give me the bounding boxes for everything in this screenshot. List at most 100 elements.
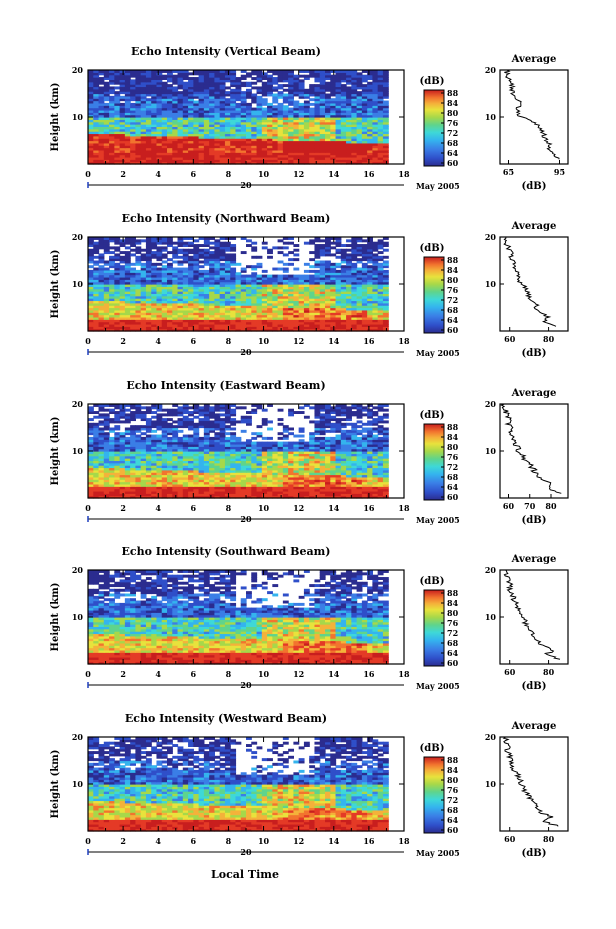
heatmap-cell <box>325 326 331 330</box>
heatmap-cell <box>314 293 321 297</box>
heatmap-cell <box>140 286 147 290</box>
heatmap-cell <box>309 114 316 118</box>
heatmap-cell <box>235 314 242 318</box>
heatmap-cell <box>98 495 105 499</box>
heatmap-cell <box>135 279 142 283</box>
heatmap-cell <box>303 488 310 492</box>
heatmap-cell <box>214 84 221 88</box>
heatmap-cell <box>303 328 310 332</box>
heatmap-cell <box>188 112 194 116</box>
heatmap-cell <box>335 288 342 292</box>
heatmap-cell <box>346 288 352 292</box>
heatmap-cell <box>372 156 379 160</box>
heatmap-cell <box>361 86 368 90</box>
heatmap-cell <box>209 288 215 292</box>
heatmap-cell <box>88 295 94 299</box>
heatmap-cell <box>267 481 273 485</box>
heatmap-cell <box>130 98 136 102</box>
heatmap-cell <box>361 152 368 156</box>
heatmap-cell <box>203 281 210 285</box>
heatmap-cell <box>219 305 226 309</box>
heatmap-cell <box>156 486 163 490</box>
heatmap-cell <box>135 258 142 262</box>
heatmap-cell <box>140 269 147 273</box>
heatmap-cell <box>267 274 273 278</box>
heatmap-cell <box>124 241 131 245</box>
heatmap-cell <box>325 319 331 323</box>
heatmap-cell <box>188 314 194 318</box>
heatmap-cell <box>114 272 121 276</box>
heatmap-cell <box>256 102 263 106</box>
heatmap-cell <box>261 142 268 146</box>
heatmap-cell <box>177 493 184 497</box>
heatmap-cell <box>382 140 389 144</box>
average-frame <box>499 236 569 332</box>
heatmap-cell <box>98 98 105 102</box>
heatmap-cell <box>298 91 305 95</box>
heatmap-cell <box>93 307 100 311</box>
heatmap-cell <box>188 79 194 83</box>
heatmap-cell <box>330 102 337 106</box>
heatmap-cell <box>340 140 347 144</box>
heatmap-cell <box>361 88 368 92</box>
heatmap-cell <box>361 100 368 104</box>
heatmap-cell <box>251 159 258 163</box>
heatmap-cell <box>219 495 226 499</box>
heatmap-cell <box>88 98 94 102</box>
heatmap-cell <box>288 147 294 151</box>
heatmap-cell <box>361 272 368 276</box>
heatmap-cell <box>372 479 379 483</box>
heatmap-cell <box>98 100 105 104</box>
heatmap-cell <box>230 479 237 483</box>
heatmap-cell <box>109 486 115 490</box>
heatmap-cell <box>145 98 152 102</box>
heatmap-cell <box>151 302 158 306</box>
heatmap-cell <box>251 70 258 73</box>
heatmap-cell <box>356 79 363 83</box>
heatmap-cell <box>314 102 321 106</box>
heatmap-cell <box>219 152 226 156</box>
heatmap-cell <box>98 479 105 483</box>
heatmap-cell <box>298 307 305 311</box>
heatmap-cell <box>240 291 247 294</box>
heatmap-cell <box>330 86 337 90</box>
heatmap-cell <box>351 255 358 259</box>
heatmap-cell <box>267 316 273 320</box>
heatmap-cell <box>182 255 189 259</box>
heatmap-cell <box>351 248 358 252</box>
heatmap-cell <box>346 307 352 311</box>
heatmap-cell <box>319 319 326 323</box>
heatmap-cell <box>298 321 305 325</box>
heatmap-cell <box>330 326 337 330</box>
heatmap-cell <box>188 126 194 130</box>
heatmap-cell <box>335 121 342 125</box>
heatmap-cell <box>219 138 226 142</box>
heatmap-cell <box>346 248 352 252</box>
heatmap-cell <box>224 74 231 78</box>
heatmap-cell <box>214 114 221 118</box>
heatmap-cell <box>151 279 158 283</box>
heatmap-cell <box>277 483 284 487</box>
heatmap-cell <box>261 86 268 90</box>
heatmap-cell <box>356 251 363 255</box>
heatmap-cell <box>193 138 200 142</box>
heatmap-cell <box>346 74 352 78</box>
heatmap-cell <box>251 319 258 323</box>
heatmap-cell <box>124 72 131 76</box>
heatmap-cell <box>293 276 300 280</box>
heatmap-cell <box>372 319 379 323</box>
heatmap-cell <box>209 253 215 257</box>
heatmap-cell <box>298 302 305 306</box>
heatmap-cell <box>351 262 358 266</box>
heatmap-cell <box>282 483 289 487</box>
heatmap-cell <box>193 107 200 111</box>
heatmap-cell <box>93 126 100 130</box>
heatmap-cell <box>272 246 279 250</box>
heatmap-cell <box>214 102 221 106</box>
heatmap-cell <box>377 305 384 309</box>
heatmap-cell <box>140 126 147 130</box>
heatmap-cell <box>156 109 163 113</box>
heatmap-cell <box>93 237 100 240</box>
heatmap-cell <box>288 241 294 245</box>
heatmap-cell <box>282 114 289 118</box>
